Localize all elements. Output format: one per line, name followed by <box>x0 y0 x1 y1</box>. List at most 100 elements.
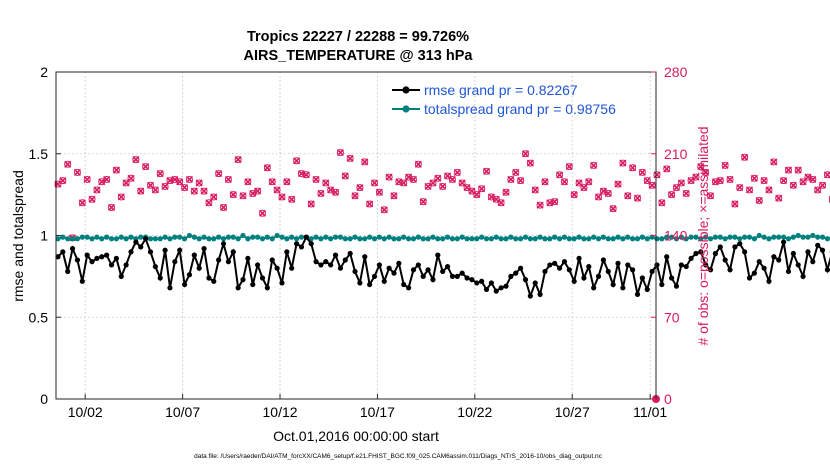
spread-point <box>522 234 529 240</box>
obs-assimilated-point <box>789 181 797 189</box>
spread-point <box>659 236 665 242</box>
obs-possible-point <box>780 177 788 185</box>
obs-assimilated-point <box>234 156 242 164</box>
spread-point <box>537 234 543 240</box>
spread-point <box>483 236 490 242</box>
obs-possible-point <box>283 178 291 186</box>
rmse-point <box>810 259 816 265</box>
obs-possible-point <box>200 187 208 195</box>
rmse-point <box>362 254 368 260</box>
x-tick-label: 10/12 <box>263 404 298 420</box>
obs-assimilated-point <box>93 186 101 194</box>
x-tick-label: 10/02 <box>68 404 103 420</box>
rmse-point <box>332 252 339 258</box>
spread-point <box>547 236 553 242</box>
rmse-point <box>396 260 402 266</box>
spread-point <box>225 234 232 240</box>
obs-assimilated-point <box>629 164 637 172</box>
rmse-point <box>795 262 801 268</box>
rmse-point <box>498 285 504 291</box>
rmse-point <box>493 288 499 294</box>
spread-point <box>464 236 470 242</box>
obs-assimilated-point <box>83 175 91 184</box>
obs-assimilated-point <box>463 184 471 192</box>
obs-assimilated-point <box>331 188 340 196</box>
obs-possible-point <box>789 181 797 189</box>
obs-possible-point <box>565 163 573 171</box>
obs-possible-point <box>692 173 700 181</box>
obs-assimilated-point <box>507 175 515 184</box>
spread-point <box>756 232 762 239</box>
obs-possible-point <box>215 170 223 178</box>
spread-point <box>274 232 280 239</box>
rmse-point <box>313 259 319 265</box>
rmse-point <box>386 265 392 271</box>
spread-point <box>683 236 689 242</box>
obs-possible-point <box>293 157 301 165</box>
rmse-point <box>162 247 168 253</box>
rmse-point <box>376 262 382 268</box>
obs-possible-point <box>210 193 218 201</box>
spread-point <box>824 236 830 242</box>
y-left-tick-label: 0 <box>40 391 48 407</box>
spread-point <box>240 232 246 239</box>
legend: rmse grand pr = 0.82267 totalspread gran… <box>392 82 616 117</box>
x-axis-label: Oct.01,2016 00:00:00 start <box>273 428 439 444</box>
rmse-point <box>152 263 158 270</box>
rmse-point <box>756 259 762 265</box>
obs-assimilated-point <box>741 153 749 161</box>
spread-point <box>742 234 748 240</box>
obs-assimilated-point <box>112 166 120 174</box>
obs-possible-point <box>526 159 534 167</box>
obs-possible-point <box>473 191 481 199</box>
obs-assimilated-point <box>258 209 267 217</box>
spread-point <box>449 236 456 242</box>
spread-point <box>55 236 61 242</box>
spread-point <box>581 236 587 242</box>
obs-assimilated-point <box>702 168 710 177</box>
obs-assimilated-point <box>536 201 544 209</box>
obs-possible-point <box>64 160 72 168</box>
spread-point <box>332 234 339 240</box>
obs-possible-point <box>556 171 564 179</box>
obs-possible-point <box>351 192 359 200</box>
obs-assimilated-point <box>375 188 383 196</box>
spread-point <box>810 232 816 239</box>
obs-assimilated-point <box>473 191 481 199</box>
spread-point <box>177 234 183 240</box>
rmse-point <box>761 265 767 271</box>
obs-assimilated-point <box>390 192 398 200</box>
spread-point <box>727 234 733 240</box>
obs-possible-point <box>181 184 189 192</box>
rmse-point <box>707 267 714 273</box>
spread-point <box>435 236 441 242</box>
rmse-point <box>240 277 246 283</box>
obs-assimilated-point <box>443 172 452 180</box>
spread-point <box>216 234 222 240</box>
rmse-point <box>610 281 616 288</box>
rmse-point <box>381 278 387 284</box>
rmse-point <box>113 255 119 261</box>
spread-point <box>376 234 382 240</box>
rmse-point <box>780 239 787 245</box>
obs-assimilated-point <box>794 166 802 174</box>
obs-assimilated-point <box>594 193 603 201</box>
obs-possible-point <box>828 196 830 202</box>
rmse-point <box>186 272 193 278</box>
obs-possible-point <box>448 175 456 183</box>
rmse-point <box>99 254 105 260</box>
obs-assimilated-point <box>395 178 403 186</box>
obs-assimilated-point <box>293 157 301 165</box>
obs-assimilated-point <box>439 182 447 191</box>
spread-point <box>284 236 290 242</box>
obs-assimilated-point <box>804 173 812 181</box>
chart-title: Tropics 22227 / 22288 = 99.726% <box>247 29 469 45</box>
spread-point <box>493 234 499 240</box>
obs-possible-point <box>468 187 476 195</box>
rmse-point <box>805 249 811 255</box>
rmse-point <box>717 244 723 250</box>
spread-point <box>785 236 792 242</box>
spread-point <box>318 236 324 242</box>
obs-assimilated-point <box>585 178 593 186</box>
